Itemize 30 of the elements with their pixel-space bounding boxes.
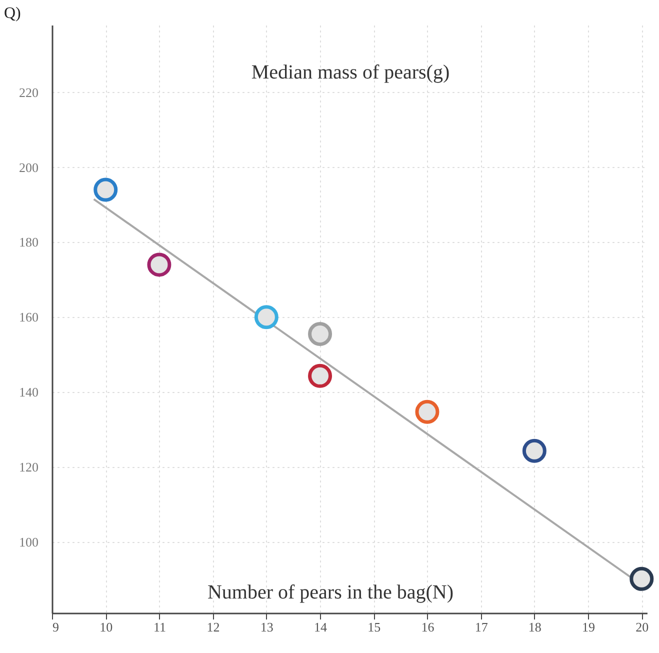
x-tick-label: 18 (528, 620, 542, 634)
y-tick-label: 200 (19, 160, 38, 175)
x-tick-label: 9 (52, 620, 59, 634)
point (147, 252, 172, 277)
x-tick-label: 17 (474, 620, 488, 634)
x-tick-label: 13 (260, 620, 274, 634)
point (94, 178, 118, 202)
point (522, 438, 546, 463)
x-tick-label: 15 (368, 620, 381, 634)
x-tick-label: 12 (206, 620, 220, 634)
y-tick-label: 220 (19, 84, 38, 100)
x-tick-label: 19 (582, 620, 596, 634)
x-tick-label: 14 (314, 620, 328, 634)
x-tick-label: 10 (100, 620, 113, 634)
point (630, 566, 654, 591)
x-tick-label: 11 (153, 620, 166, 634)
y-tick-label: 160 (19, 310, 38, 325)
y-axis-title: Median mass of pears(g) (251, 62, 450, 84)
y-tick-label: 180 (19, 234, 38, 250)
chart-title: Q) (4, 5, 21, 22)
y-tick-label: 140 (19, 384, 38, 400)
y-tick-label: 120 (19, 459, 38, 474)
x-tick-label: 16 (421, 620, 435, 634)
point (254, 305, 278, 330)
point (308, 364, 332, 388)
x-axis-title: Number of pears in the bag(N) (207, 582, 454, 604)
y-tick-label: 100 (19, 534, 38, 550)
point (415, 400, 440, 424)
x-tick-label: 20 (636, 620, 649, 634)
point (308, 322, 332, 346)
